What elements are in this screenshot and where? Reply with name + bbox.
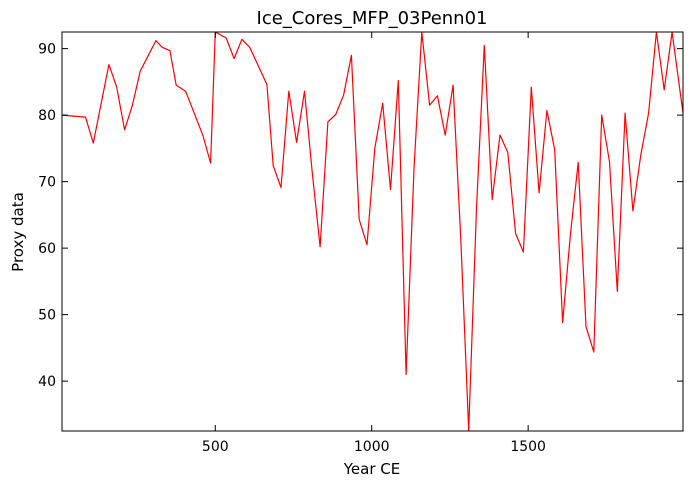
series-line-0	[62, 32, 683, 431]
y-tick-label: 80	[38, 108, 56, 124]
y-tick-label: 90	[38, 42, 56, 58]
chart-title: Ice_Cores_MFP_03Penn01	[257, 8, 488, 29]
y-axis-title: Proxy data	[9, 192, 27, 272]
plot-frame	[61, 31, 684, 432]
y-tick-label: 40	[38, 374, 56, 390]
y-tick-label: 60	[38, 241, 56, 257]
x-tick-label: 1000	[354, 439, 390, 455]
x-axis-title: Year CE	[343, 460, 400, 478]
y-tick-label: 70	[38, 175, 56, 191]
x-tick-label: 500	[202, 439, 229, 455]
x-tick-label: 1500	[510, 439, 546, 455]
axis-ticks: 500 1000 1500 40 50 60 70 80 90	[38, 32, 683, 455]
y-tick-label: 50	[38, 308, 56, 324]
plot-area	[62, 32, 683, 431]
